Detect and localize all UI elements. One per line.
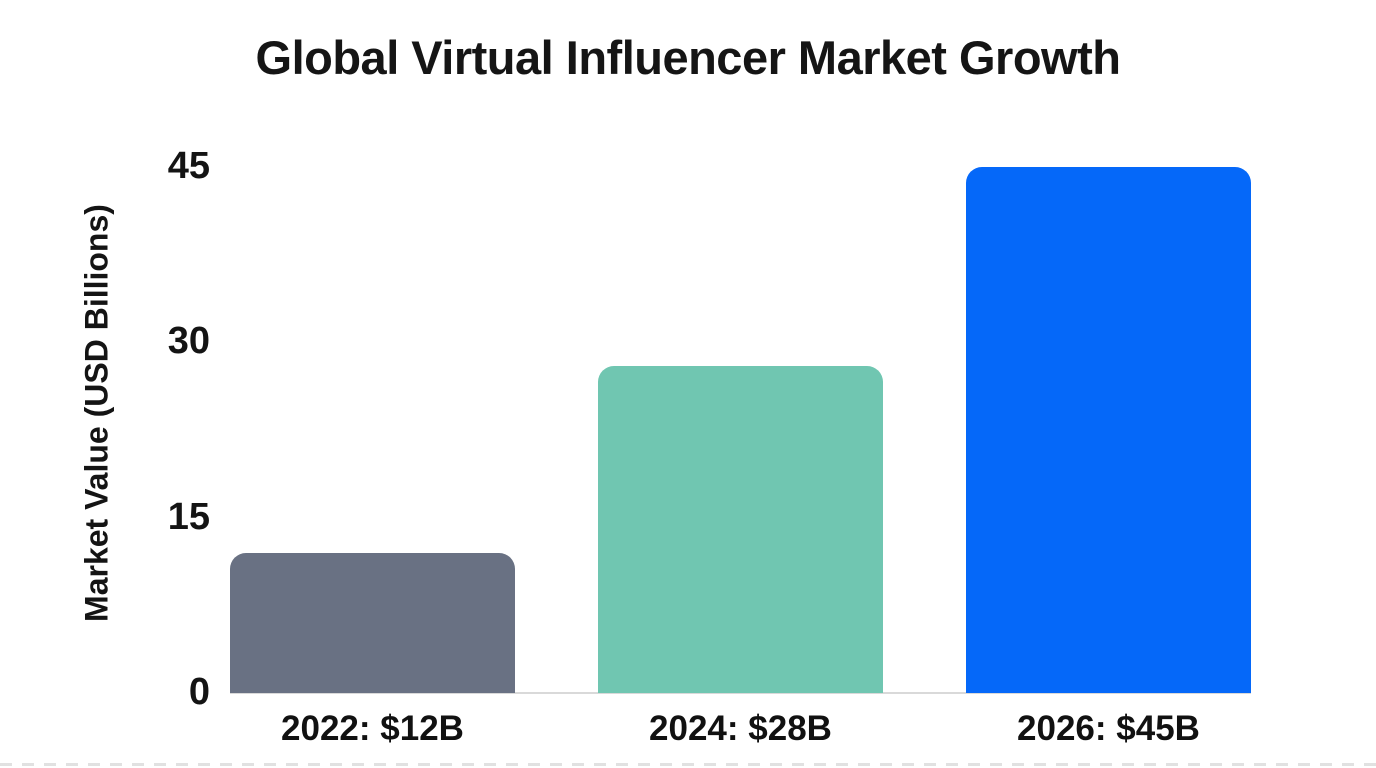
bar-2026 [966,167,1251,693]
y-tick-label: 45 [167,145,210,188]
x-axis-label: 2022: $12B [281,709,464,748]
y-tick-label: 15 [167,495,210,538]
y-axis-title: Market Value (USD Billions) [78,204,115,622]
bar-2022 [230,552,515,693]
bottom-crop-line [0,763,1376,766]
y-tick-label: 30 [167,320,210,363]
x-axis-label: 2026: $45B [1017,709,1200,748]
x-axis-label: 2024: $28B [649,709,832,748]
chart-title: Global Virtual Influencer Market Growth [255,31,1121,84]
y-tick-label: 0 [188,671,210,714]
bar-2024 [598,365,883,693]
x-axis-baseline [230,692,1251,694]
